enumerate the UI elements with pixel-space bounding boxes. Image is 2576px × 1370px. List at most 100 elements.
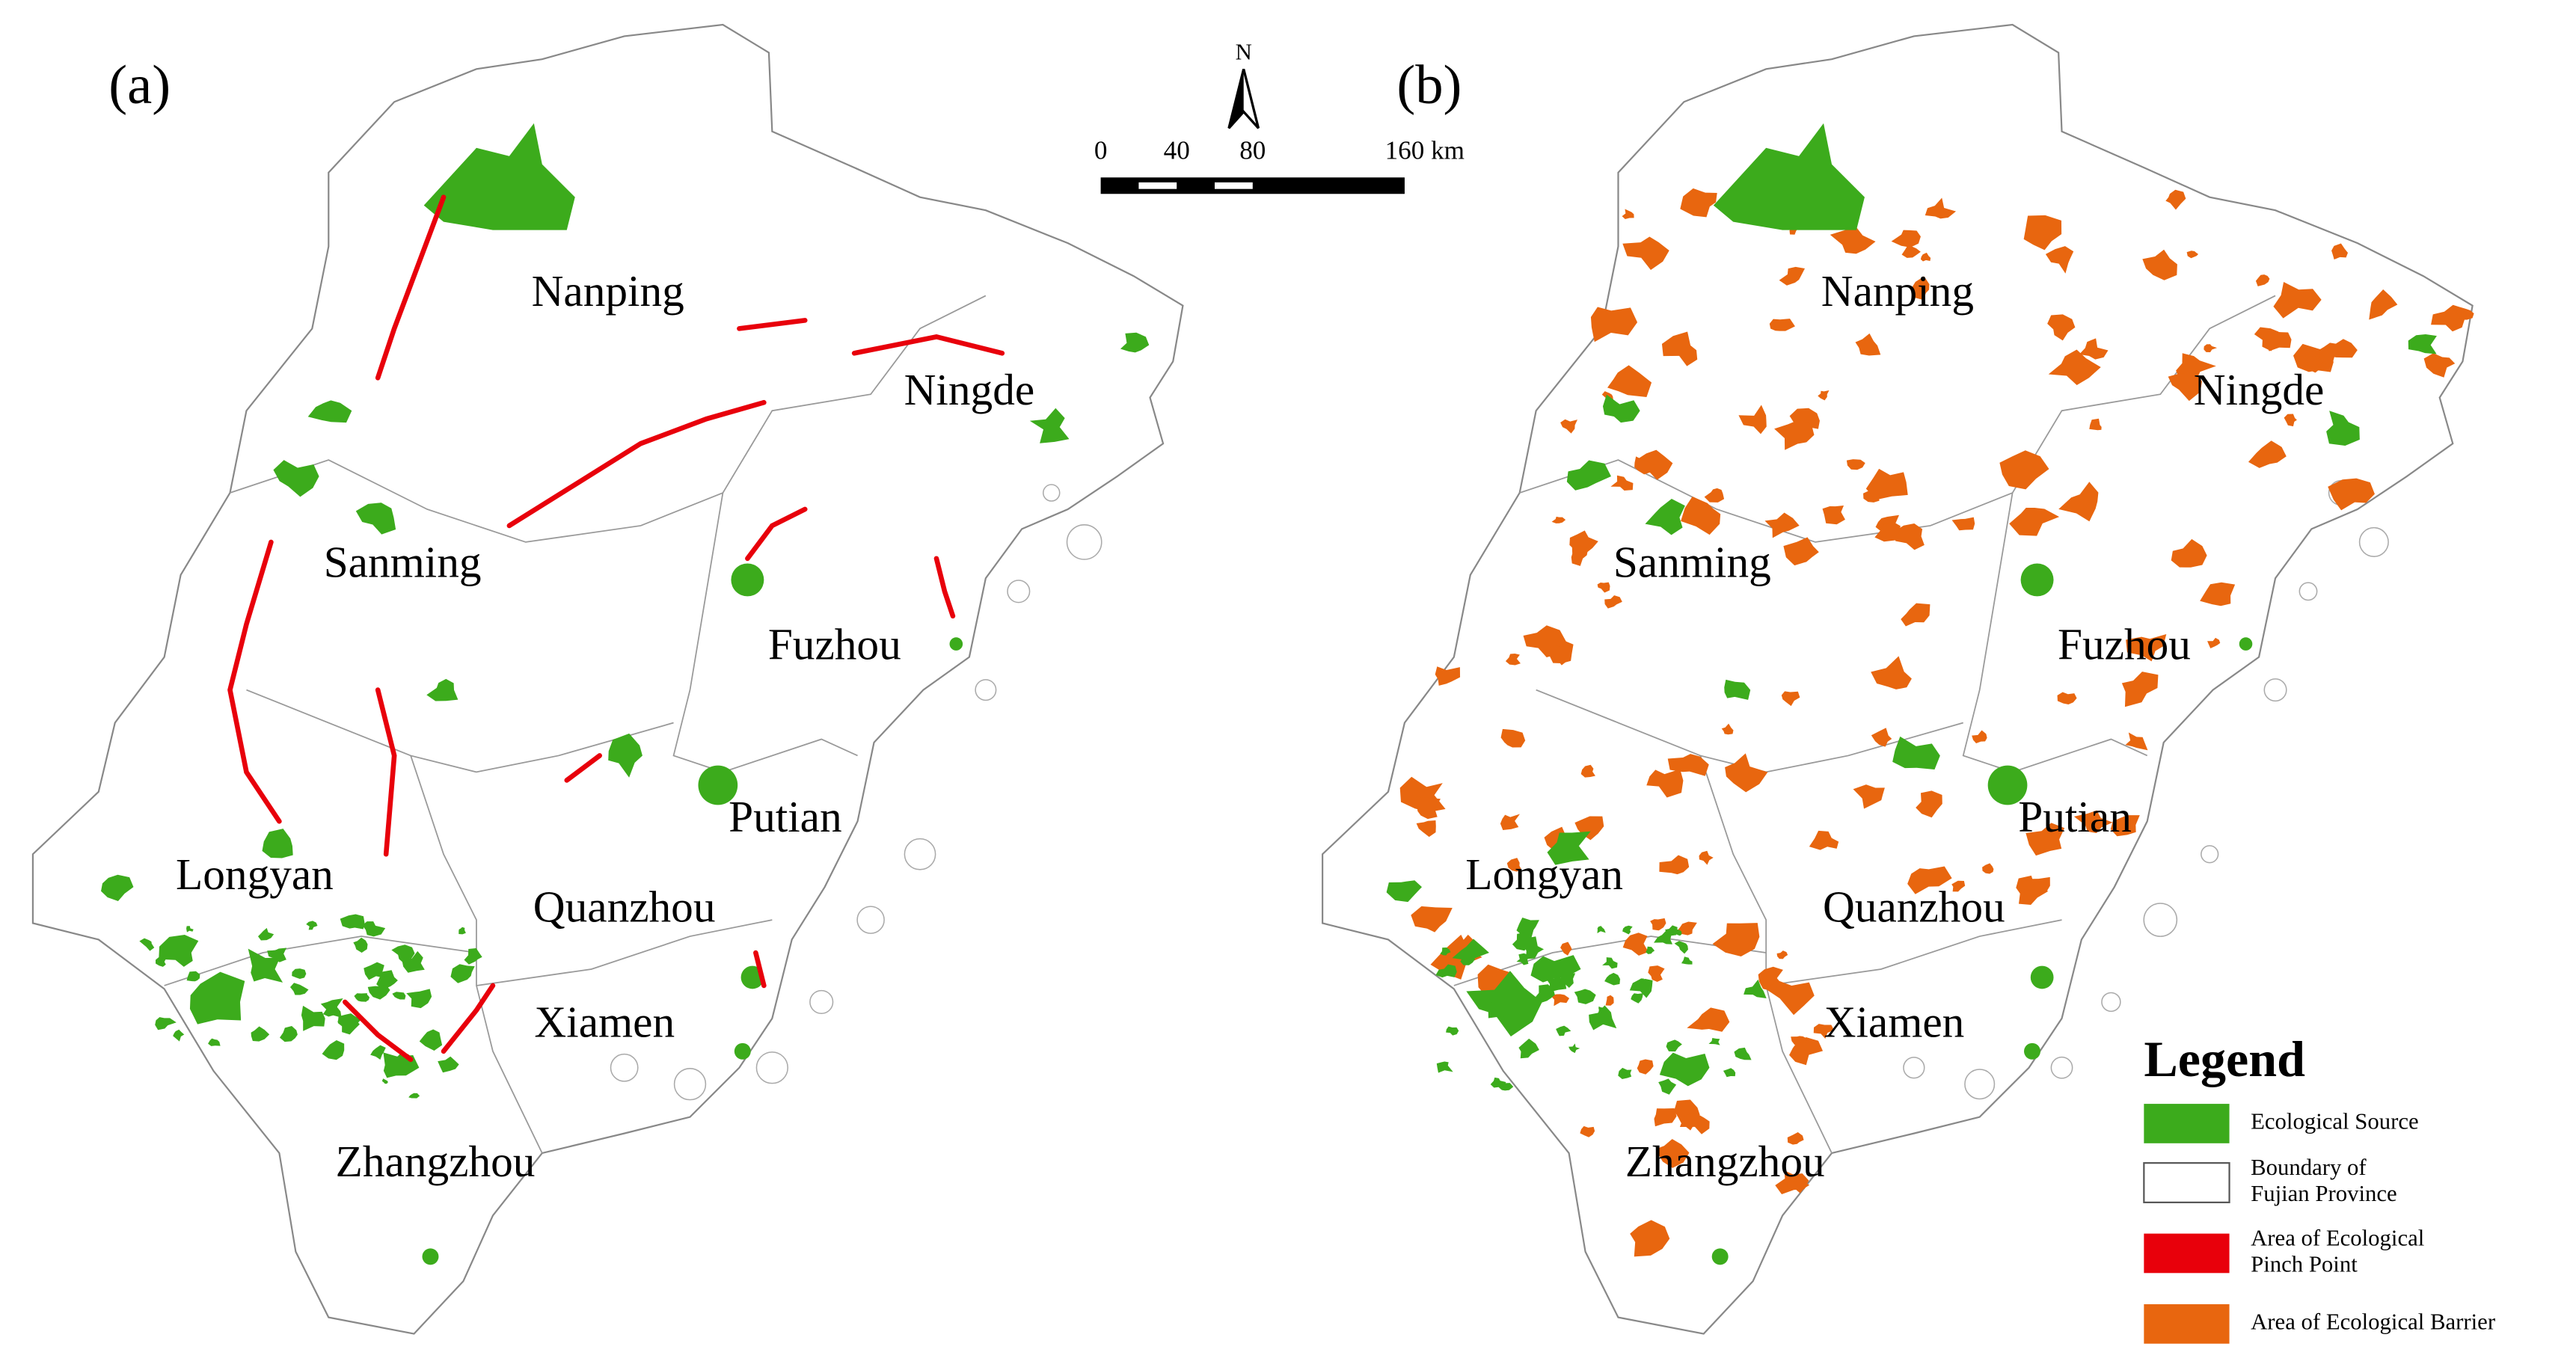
island [673,1068,707,1101]
ecological-source [1674,941,1688,954]
city-label: Zhangzhou [336,1137,536,1186]
island [904,838,936,870]
ecological-source [155,957,166,967]
barrier-area [1551,994,1570,1007]
barrier-area [2186,251,2199,259]
barrier-area [1721,723,1734,735]
ecological-source [354,993,367,1002]
island [2299,582,2318,601]
ecological-source [391,944,415,965]
barrier-area [1605,995,1614,1006]
island [2050,1056,2073,1079]
ecological-source [2326,411,2360,446]
barrier-area [1855,333,1881,356]
barrier-area [1590,307,1638,342]
map-panel: Nanping Ningde Sanming Fuzhou Putian Longyan Q… [1322,23,2474,1335]
barrier-area [2121,672,2159,707]
barrier-area [2319,342,2341,369]
ecological-source [2239,637,2253,651]
barrier-area [1951,880,1966,892]
barrier-area [1687,1007,1730,1032]
ecological-source [1602,957,1618,969]
city-label: Putian [729,792,842,841]
barrier-area [1972,730,1987,744]
barrier-area [1571,545,1589,566]
barrier-area [2025,823,2065,856]
ecological-source [273,460,319,497]
ecological-source [949,637,963,651]
island [610,1053,639,1082]
barrier-area [2142,249,2177,280]
ecological-source [173,1029,185,1042]
ecological-source [1547,831,1591,865]
island [2143,903,2178,937]
ecological-source [322,1040,345,1060]
ecological-source [1708,1037,1720,1045]
barrier-area [2125,732,2148,751]
ecological-source [1604,972,1621,986]
ecological-source [1568,1043,1580,1054]
barrier-area [1597,582,1610,593]
city-label: Longyan [1465,850,1623,899]
barrier-area [1774,420,1815,450]
island [1042,484,1061,502]
scale-bar-segment [1214,182,1253,189]
ecological-source [248,948,283,983]
city-label: Quanzhou [533,882,716,932]
barrier-area [1818,390,1830,401]
barrier-area [2254,327,2284,351]
ecological-source [406,989,432,1009]
ecological-source [1546,974,1567,992]
scale-tick-label: 0 [1094,135,1108,165]
pinch-point [851,334,1005,356]
ecological-source [1658,1078,1677,1095]
barrier-area [1925,197,1957,219]
barrier-area [2255,274,2270,286]
barrier-area [1764,980,1815,1016]
island [1066,524,1103,560]
ecological-source [1589,1005,1617,1030]
ecological-source [459,927,466,935]
ecological-source [306,921,318,930]
scale-tick-label: 160 [1385,135,1425,165]
ecological-source [1120,332,1150,353]
barrier-area [1704,488,1725,503]
ecological-source [1723,1068,1736,1078]
barrier-area [2165,189,2186,210]
ecological-source [1516,953,1530,965]
barrier-area [1610,475,1634,491]
barrier-area [1789,1037,1824,1066]
pinch-point [737,318,808,331]
ecological-source [2030,965,2054,989]
barrier-area [1999,450,2049,490]
ecological-source [1452,939,1489,960]
island [2263,678,2287,702]
city-label: Longyan [176,850,334,899]
barrier-area [1951,517,1975,531]
barrier-area [1791,1036,1809,1045]
barrier-area [1779,266,1806,286]
ecological-source [364,962,385,980]
legend-swatch [2144,1304,2230,1344]
city-label: Putian [2018,792,2132,841]
barrier-area [1661,331,1698,366]
ecological-source [1654,929,1673,944]
barrier-area [1630,1220,1670,1257]
barrier-area [1416,820,1436,838]
ecological-source [1386,880,1422,903]
ecological-source [1666,1039,1682,1052]
barrier-area [2200,582,2236,606]
ecological-source [1646,946,1655,954]
island [975,679,997,701]
ecological-source [426,678,459,701]
legend-label: Area of Ecological [2251,1225,2424,1250]
ecological-source [251,1026,270,1042]
panel-label: (a) [108,54,171,116]
barrier-area [1622,236,1669,270]
city-boundary [672,492,858,773]
ecological-source [367,984,390,1000]
barrier-area [1787,1175,1810,1194]
ecological-source [320,998,343,1015]
city-label: Nanping [1821,266,1974,316]
barrier-area [1637,1059,1654,1075]
